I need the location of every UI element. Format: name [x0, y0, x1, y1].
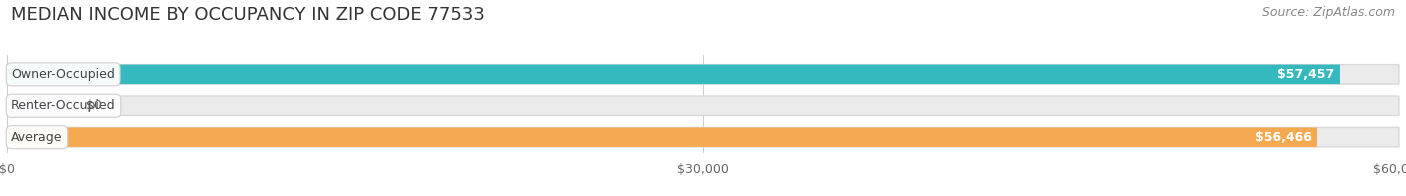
- FancyBboxPatch shape: [7, 96, 70, 115]
- Text: $56,466: $56,466: [1254, 131, 1312, 144]
- FancyBboxPatch shape: [7, 65, 1340, 84]
- Text: Source: ZipAtlas.com: Source: ZipAtlas.com: [1261, 6, 1395, 19]
- FancyBboxPatch shape: [7, 65, 1399, 84]
- Text: MEDIAN INCOME BY OCCUPANCY IN ZIP CODE 77533: MEDIAN INCOME BY OCCUPANCY IN ZIP CODE 7…: [11, 6, 485, 24]
- FancyBboxPatch shape: [7, 96, 1399, 115]
- Text: Owner-Occupied: Owner-Occupied: [11, 68, 115, 81]
- Text: $57,457: $57,457: [1277, 68, 1334, 81]
- Text: Average: Average: [11, 131, 63, 144]
- FancyBboxPatch shape: [7, 127, 1399, 147]
- FancyBboxPatch shape: [7, 127, 1317, 147]
- Text: $0: $0: [86, 99, 103, 112]
- Text: Renter-Occupied: Renter-Occupied: [11, 99, 115, 112]
